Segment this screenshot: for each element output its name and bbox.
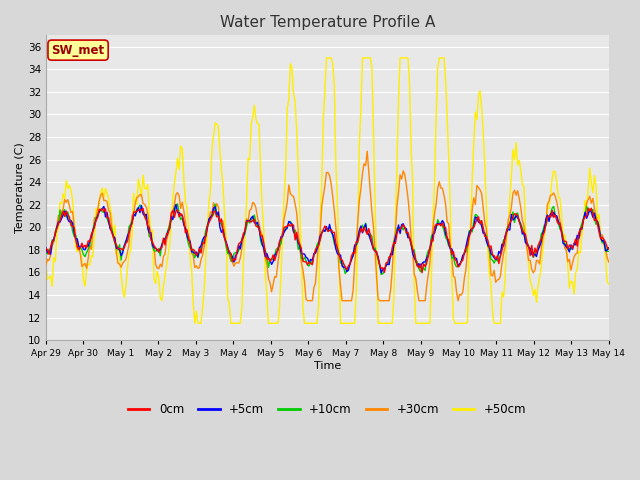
Legend: 0cm, +5cm, +10cm, +30cm, +50cm: 0cm, +5cm, +10cm, +30cm, +50cm bbox=[124, 398, 531, 420]
Line: +30cm: +30cm bbox=[46, 151, 609, 300]
+50cm bbox=[577, 250, 584, 256]
+10cm bbox=[290, 228, 298, 234]
Title: Water Temperature Profile A: Water Temperature Profile A bbox=[220, 15, 435, 30]
0cm bbox=[210, 208, 218, 214]
0cm bbox=[575, 230, 582, 236]
+30cm bbox=[111, 235, 118, 240]
+50cm bbox=[230, 321, 238, 326]
+10cm bbox=[42, 249, 50, 255]
+5cm bbox=[577, 226, 584, 231]
0cm bbox=[228, 258, 236, 264]
+5cm bbox=[239, 234, 247, 240]
0cm bbox=[238, 238, 246, 243]
+5cm bbox=[230, 259, 238, 265]
0cm bbox=[111, 240, 118, 245]
+30cm bbox=[238, 246, 246, 252]
+50cm bbox=[239, 260, 247, 265]
+10cm bbox=[378, 272, 385, 277]
+30cm bbox=[42, 262, 50, 268]
+5cm bbox=[211, 204, 219, 210]
+10cm bbox=[239, 233, 247, 239]
+5cm bbox=[378, 270, 385, 276]
+30cm bbox=[288, 192, 296, 198]
+5cm bbox=[605, 245, 612, 251]
+50cm bbox=[323, 55, 330, 61]
+50cm bbox=[605, 281, 612, 287]
+30cm bbox=[364, 148, 371, 154]
+30cm bbox=[228, 259, 236, 265]
+10cm bbox=[230, 251, 238, 257]
+30cm bbox=[304, 298, 312, 303]
0cm bbox=[605, 246, 612, 252]
+10cm bbox=[211, 201, 219, 207]
+10cm bbox=[173, 201, 181, 207]
+30cm bbox=[210, 200, 218, 205]
0cm bbox=[418, 270, 426, 276]
+30cm bbox=[577, 232, 584, 238]
+50cm bbox=[211, 120, 219, 126]
+10cm bbox=[111, 240, 118, 246]
+10cm bbox=[577, 226, 584, 231]
Line: +50cm: +50cm bbox=[46, 58, 609, 324]
+30cm bbox=[605, 259, 612, 265]
+5cm bbox=[111, 235, 118, 241]
+50cm bbox=[42, 261, 50, 267]
+5cm bbox=[42, 245, 50, 251]
Text: SW_met: SW_met bbox=[51, 44, 105, 57]
+5cm bbox=[172, 202, 180, 207]
Line: +10cm: +10cm bbox=[46, 204, 609, 275]
0cm bbox=[288, 221, 296, 227]
+10cm bbox=[605, 249, 612, 254]
0cm bbox=[42, 246, 50, 252]
+50cm bbox=[290, 90, 298, 96]
+5cm bbox=[290, 228, 298, 234]
+50cm bbox=[191, 321, 198, 326]
+50cm bbox=[111, 222, 118, 228]
Y-axis label: Temperature (C): Temperature (C) bbox=[15, 143, 25, 233]
Line: 0cm: 0cm bbox=[46, 208, 609, 273]
0cm bbox=[584, 205, 592, 211]
Line: +5cm: +5cm bbox=[46, 204, 609, 273]
X-axis label: Time: Time bbox=[314, 361, 341, 371]
